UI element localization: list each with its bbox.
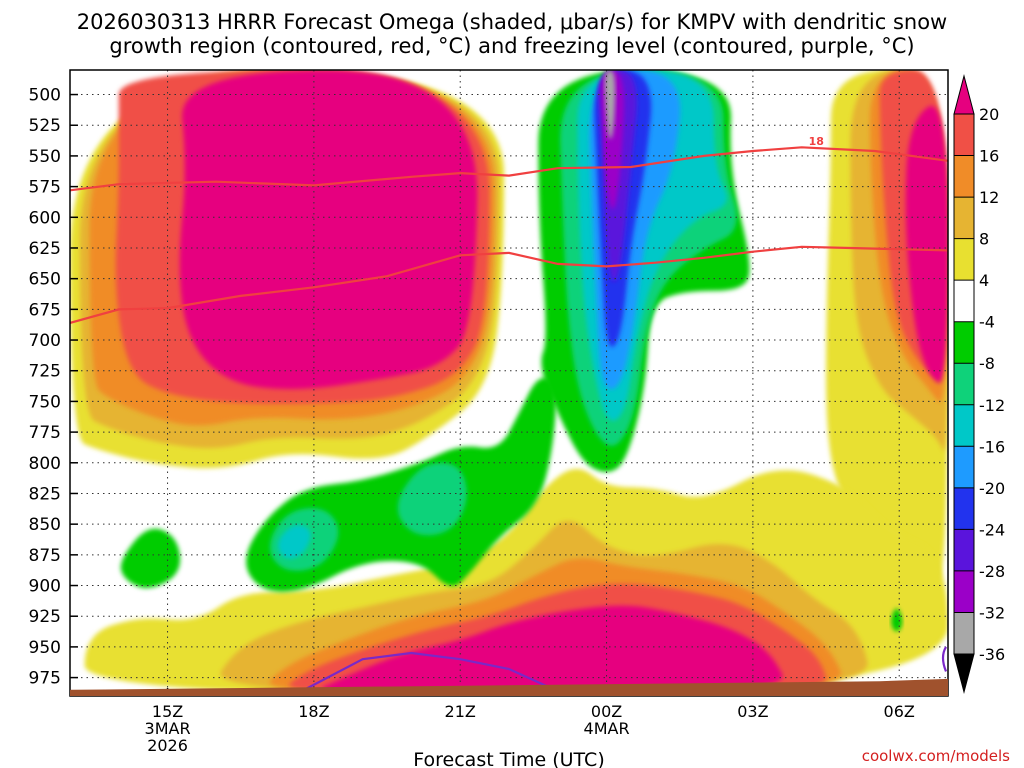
colorbar-segment [954, 529, 974, 572]
y-tick-label: 950 [29, 638, 61, 658]
y-tick-label: 850 [29, 515, 61, 535]
y-tick-label: 600 [29, 208, 61, 228]
colorbar-segment [954, 612, 974, 655]
freezing-level-line-edge [941, 646, 948, 672]
y-tick-label: 550 [29, 147, 61, 167]
colorbar-label: -4 [979, 313, 995, 332]
ground-slope [70, 678, 948, 696]
colorbar: 20 16 12 8 4 -4 -8 -12 -16 -20 -24 -28 -32 -36 [953, 74, 1005, 694]
colorbar-label: -12 [979, 396, 1005, 415]
colorbar-label: -16 [979, 437, 1005, 456]
colorbar-label: -24 [979, 520, 1005, 539]
credit-text: coolwx.com/models [862, 747, 1010, 765]
colorbar-bottom-arrow [953, 653, 975, 694]
x-tick-label: 03Z [737, 702, 768, 721]
sinking-low-cyan [278, 524, 311, 559]
colorbar-label: -20 [979, 479, 1005, 498]
y-tick-label: 650 [29, 270, 61, 290]
title-line-1: 2026030313 HRRR Forecast Omega (shaded, … [77, 10, 947, 34]
title-line-2: growth region (contoured, red, °C) and f… [109, 34, 914, 58]
y-tick-label: 800 [29, 454, 61, 474]
colorbar-label: 16 [979, 147, 999, 166]
plot-area: 18 500 525 550 575 600 625 650 675 700 725 750 775 8… [29, 69, 949, 755]
colorbar-segment [954, 197, 974, 240]
y-tick-label: 700 [29, 331, 61, 351]
dendritic-contour-line [70, 146, 948, 192]
y-tick-label: 975 [29, 669, 61, 689]
colorbar-segment [954, 487, 974, 530]
colorbar-segment [954, 363, 974, 406]
y-tick-label: 575 [29, 178, 61, 198]
y-tick-label: 525 [29, 116, 61, 136]
colorbar-segment [954, 114, 974, 157]
x-tick-label: 18Z [298, 702, 329, 721]
colorbar-segment [954, 155, 974, 198]
y-tick-label: 775 [29, 423, 61, 443]
colorbar-label: 12 [979, 188, 999, 207]
x-axis-title: Forecast Time (UTC) [413, 749, 604, 768]
colorbar-segment [954, 280, 974, 323]
rising-right-20 [905, 105, 948, 384]
sinking-low-green [120, 528, 181, 588]
rising-upper-20 [179, 70, 478, 390]
y-axis: 500 525 550 575 600 625 650 675 700 725 750 775 800 8… [29, 86, 78, 689]
y-tick-label: 875 [29, 546, 61, 566]
y-tick-label: 725 [29, 362, 61, 382]
x-tick-label: 06Z [884, 702, 915, 721]
y-tick-label: 750 [29, 392, 61, 412]
y-tick-label: 625 [29, 239, 61, 259]
x-tick-label: 3MAR [145, 719, 191, 738]
y-tick-label: 925 [29, 607, 61, 627]
x-tick-label: 15Z [152, 702, 183, 721]
colorbar-top-arrow [953, 74, 975, 115]
colorbar-label: -36 [979, 645, 1005, 664]
omega-field [70, 70, 948, 696]
colorbar-label: 4 [979, 271, 989, 290]
y-tick-label: 500 [29, 86, 61, 106]
x-tick-label: 4MAR [584, 719, 630, 738]
sinking-plume-gray [604, 70, 616, 140]
colorbar-segment [954, 238, 974, 281]
colorbar-label: 20 [979, 105, 999, 124]
chart-title: 2026030313 HRRR Forecast Omega (shaded, … [77, 10, 947, 58]
sinking-low-teal-b [397, 462, 467, 536]
x-tick-label: 2026 [147, 736, 188, 755]
colorbar-segment [954, 404, 974, 447]
dendritic-contour-line [70, 245, 948, 324]
y-tick-label: 675 [29, 300, 61, 320]
colorbar-label: -28 [979, 562, 1005, 581]
grid-lines [70, 70, 948, 696]
colorbar-label: -8 [979, 354, 995, 373]
colorbar-segment [954, 446, 974, 489]
rising-low-20 [322, 605, 783, 696]
x-tick-label: 21Z [445, 702, 476, 721]
colorbar-segment [954, 570, 974, 613]
colorbar-label: 8 [979, 230, 989, 249]
x-tick-label: 00Z [591, 702, 622, 721]
colorbar-label: -32 [979, 603, 1005, 622]
colorbar-segment [954, 321, 974, 364]
y-tick-label: 900 [29, 577, 61, 597]
dendritic-contour-label: 18 [809, 135, 824, 148]
y-tick-label: 825 [29, 484, 61, 504]
